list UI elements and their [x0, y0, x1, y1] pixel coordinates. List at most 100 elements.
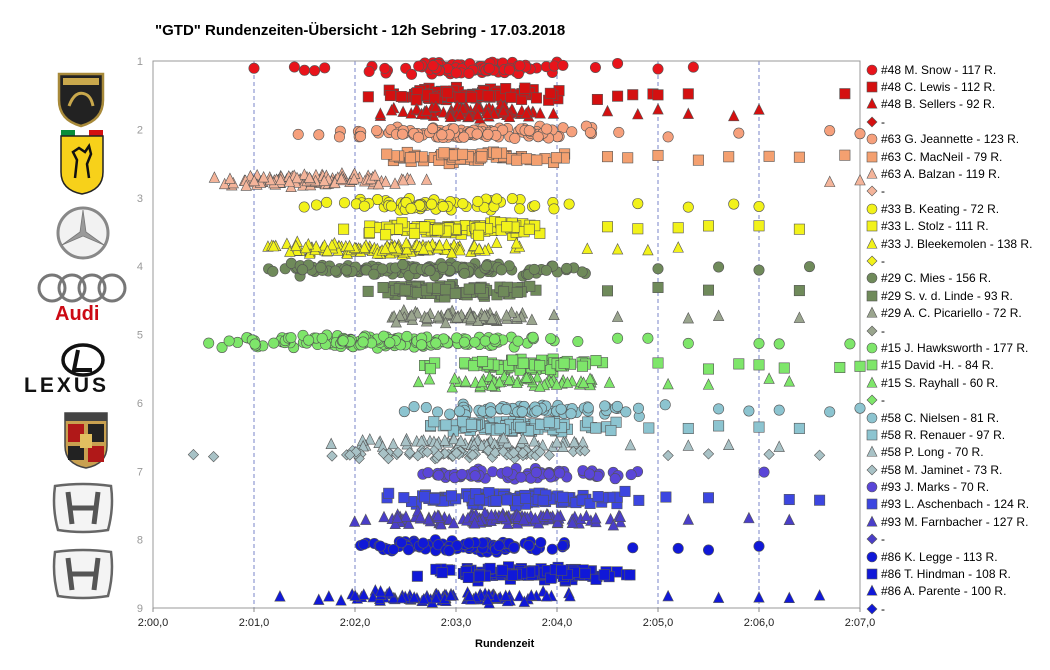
data-point: [448, 432, 460, 445]
data-point: [491, 193, 503, 205]
legend-marker: [865, 393, 879, 407]
data-point: [454, 92, 466, 104]
legend-item: #48 M. Snow - 117 R.: [865, 61, 1050, 78]
data-point: [763, 150, 775, 162]
data-point: [486, 379, 498, 391]
data-point: [429, 92, 441, 104]
data-point: [476, 375, 488, 388]
legend-marker-shape: [866, 273, 878, 284]
data-point: [208, 171, 221, 183]
series-25: [381, 485, 826, 512]
legend-item: #58 C. Nielsen - 81 R.: [865, 409, 1050, 426]
data-point: [482, 593, 494, 606]
data-point: [612, 332, 624, 344]
data-point: [485, 508, 498, 521]
series-8: [298, 193, 765, 216]
data-point: [557, 59, 569, 71]
legend-item: #86 K. Legge - 113 R.: [865, 548, 1050, 565]
data-point: [303, 334, 315, 346]
data-point: [374, 540, 386, 552]
legend-label: #58 P. Long - 70 R.: [881, 445, 984, 460]
legend-label: -: [881, 601, 885, 616]
data-point: [420, 173, 433, 185]
data-point: [813, 589, 826, 601]
data-point: [753, 103, 765, 115]
data-point: [743, 511, 755, 524]
data-point: [338, 197, 350, 209]
legend-item: #93 L. Aschenbach - 124 R.: [865, 496, 1050, 513]
legend-marker-shape: [866, 412, 878, 423]
data-point: [493, 540, 505, 552]
data-point: [579, 445, 591, 457]
data-point: [309, 65, 321, 77]
data-point: [440, 419, 452, 431]
data-point: [682, 107, 694, 119]
legend-item: -: [865, 391, 1050, 408]
data-point: [611, 310, 624, 322]
data-point: [268, 337, 280, 349]
data-point: [457, 198, 469, 210]
data-point: [473, 494, 485, 506]
data-point: [379, 175, 392, 187]
data-point: [469, 336, 481, 348]
data-point: [395, 537, 407, 549]
legend-label: #29 S. v. d. Linde - 93 R.: [881, 288, 1013, 303]
data-point: [432, 224, 444, 236]
data-point: [358, 241, 370, 253]
data-point: [529, 512, 541, 524]
legend-marker: [865, 324, 879, 338]
legend-item: #15 S. Rayhall - 60 R.: [865, 374, 1050, 391]
legend-marker: [865, 358, 879, 372]
data-point: [584, 497, 596, 509]
data-point: [391, 511, 404, 523]
data-point: [490, 495, 502, 507]
data-point: [418, 592, 430, 605]
data-point: [456, 148, 468, 160]
data-point: [432, 309, 444, 322]
data-point: [599, 400, 611, 412]
legend-item: -: [865, 600, 1050, 617]
data-point: [430, 100, 442, 112]
data-point: [428, 416, 440, 428]
data-point: [633, 494, 645, 506]
data-point: [519, 82, 531, 94]
data-point: [420, 104, 433, 116]
legend-item: #93 M. Farnbacher - 127 R.: [865, 513, 1050, 530]
data-point: [632, 198, 644, 210]
data-point: [813, 449, 826, 461]
data-point: [466, 449, 479, 461]
data-point: [473, 570, 485, 582]
legend-marker: [865, 567, 879, 581]
legend-marker: [865, 237, 879, 251]
legend-label: #63 G. Jeannette - 123 R.: [881, 132, 1020, 147]
data-point: [692, 154, 704, 166]
legend-label: #93 L. Aschenbach - 124 R.: [881, 497, 1030, 512]
data-point: [387, 591, 400, 604]
data-point: [207, 451, 220, 463]
data-point: [444, 408, 456, 420]
data-point: [584, 372, 596, 384]
data-point: [523, 223, 535, 235]
legend-item: #29 S. v. d. Linde - 93 R.: [865, 287, 1050, 304]
data-point: [454, 243, 466, 256]
legend-marker-shape: [866, 568, 878, 580]
legend-marker: [865, 497, 879, 511]
legend-marker: [865, 376, 879, 390]
data-point: [498, 286, 510, 298]
data-point: [389, 177, 401, 189]
legend-marker: [865, 219, 879, 233]
data-point: [568, 435, 580, 448]
series-0: [248, 56, 699, 80]
data-point: [426, 198, 438, 210]
data-point: [702, 492, 714, 504]
legend-label: #33 L. Stolz - 111 R.: [881, 219, 989, 234]
data-point: [753, 421, 765, 433]
data-point: [528, 435, 540, 447]
legend-item: #48 B. Sellers - 92 R.: [865, 96, 1050, 113]
data-point: [547, 107, 560, 119]
y-tick-label: 5: [137, 330, 143, 342]
data-point: [379, 62, 391, 74]
data-point: [430, 591, 442, 604]
data-point: [520, 492, 532, 504]
data-point: [284, 245, 296, 257]
